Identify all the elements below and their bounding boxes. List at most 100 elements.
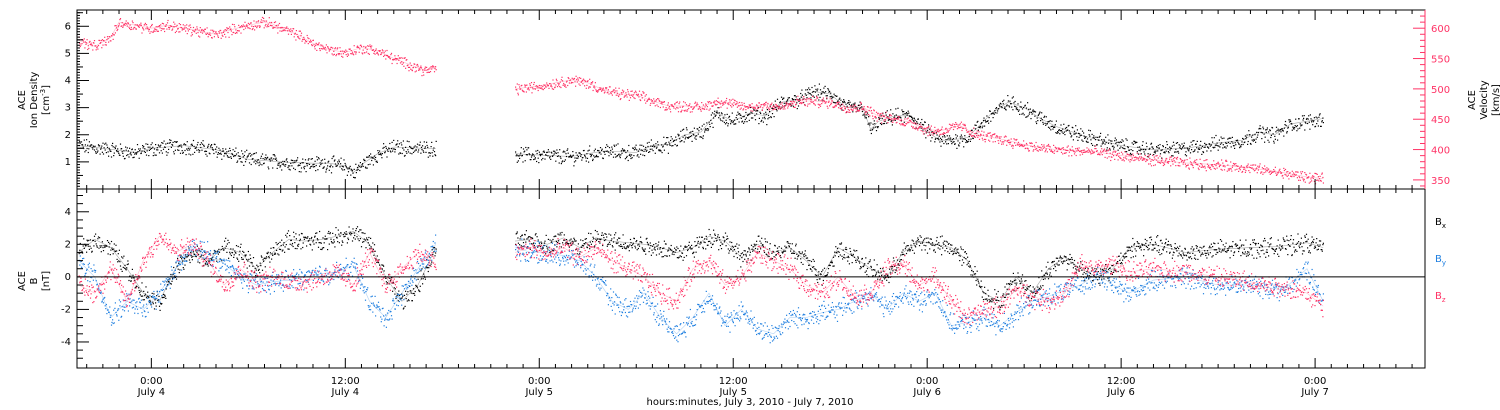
bx-point <box>1247 251 1249 253</box>
bx-point <box>917 239 919 241</box>
by-point <box>185 248 187 250</box>
by-point <box>759 332 761 334</box>
bz-point <box>120 291 122 293</box>
by-point <box>610 305 612 307</box>
bx-point <box>1286 239 1288 241</box>
by-point <box>596 283 598 285</box>
by-point <box>892 293 895 295</box>
bz-point <box>165 238 167 240</box>
by-point <box>802 314 804 316</box>
bx-point <box>621 245 623 248</box>
bz-point <box>519 253 521 255</box>
by-point <box>394 308 396 310</box>
bz-point <box>564 250 566 252</box>
bx-point <box>882 268 884 270</box>
bx-point <box>675 249 677 251</box>
bx-point <box>120 268 122 270</box>
bx-point <box>1156 250 1158 252</box>
bz-point <box>519 253 521 255</box>
bx-point <box>607 243 609 245</box>
by-point <box>222 262 224 264</box>
bx-point <box>988 298 990 301</box>
bx-point <box>1257 242 1259 245</box>
bx-point <box>1227 249 1229 251</box>
bz-point <box>419 255 421 257</box>
by-point <box>679 333 681 335</box>
bz-point <box>100 284 102 286</box>
bx-point <box>989 300 991 302</box>
bx-point <box>612 246 614 248</box>
by-point <box>974 319 977 321</box>
by-point <box>866 293 868 295</box>
bz-point <box>579 253 581 255</box>
bz-point <box>211 265 213 267</box>
bx-point <box>1292 239 1295 241</box>
by-point <box>225 269 227 271</box>
bx-point <box>238 254 240 256</box>
by-point <box>96 283 98 285</box>
bx-point <box>663 240 665 242</box>
bx-point <box>890 272 892 274</box>
by-point <box>225 259 227 261</box>
bz-point <box>426 257 428 259</box>
by-point <box>1238 287 1240 290</box>
bx-point <box>98 247 100 249</box>
by-point <box>634 297 636 299</box>
by-point <box>384 318 386 320</box>
bx-point <box>1124 256 1127 258</box>
bx-point <box>879 279 881 281</box>
by-point <box>1164 278 1166 280</box>
by-point <box>940 309 942 311</box>
bx-point <box>802 263 804 265</box>
bx-point <box>661 256 663 258</box>
bz-point <box>634 275 637 277</box>
by-point <box>764 322 766 324</box>
bx-point <box>328 230 330 233</box>
bx-point <box>1182 252 1184 254</box>
by-point <box>864 292 866 294</box>
by-point <box>967 331 969 333</box>
bx-point <box>977 278 979 280</box>
bx-point <box>860 266 862 268</box>
bx-point <box>1314 247 1317 249</box>
bx-point <box>774 244 776 246</box>
by-point <box>1128 300 1130 302</box>
by-point <box>638 290 641 292</box>
by-point <box>1289 285 1291 287</box>
bz-point <box>160 236 162 238</box>
by-point <box>618 306 620 309</box>
by-point <box>371 302 373 304</box>
bx-point <box>595 239 598 242</box>
by-point <box>1211 282 1213 284</box>
bx-point <box>939 248 941 250</box>
bx-point <box>1303 250 1305 252</box>
bx-point <box>986 300 988 302</box>
by-point <box>923 300 925 303</box>
bx-point <box>1293 246 1295 248</box>
by-point <box>173 273 175 275</box>
by-point <box>771 325 773 327</box>
bx-point <box>199 256 201 258</box>
bx-point <box>762 244 764 246</box>
by-point <box>585 269 587 271</box>
bx-point <box>805 255 807 257</box>
by-point <box>1236 280 1238 282</box>
bz-point <box>183 250 185 252</box>
by-point <box>576 260 578 262</box>
bz-point <box>92 302 94 304</box>
bx-point <box>1276 245 1278 247</box>
bz-point <box>162 238 165 240</box>
by-point <box>127 310 129 312</box>
by-point <box>555 256 557 258</box>
bx-point <box>685 246 687 248</box>
bz-point <box>131 292 133 295</box>
bx-point <box>1270 243 1272 245</box>
by-point <box>640 296 642 298</box>
bz-point <box>529 241 531 243</box>
by-point <box>80 266 83 268</box>
by-point <box>1299 278 1301 280</box>
by-point <box>732 322 734 324</box>
by-point <box>311 273 313 275</box>
bx-point <box>964 251 966 253</box>
bx-point <box>1318 240 1321 242</box>
